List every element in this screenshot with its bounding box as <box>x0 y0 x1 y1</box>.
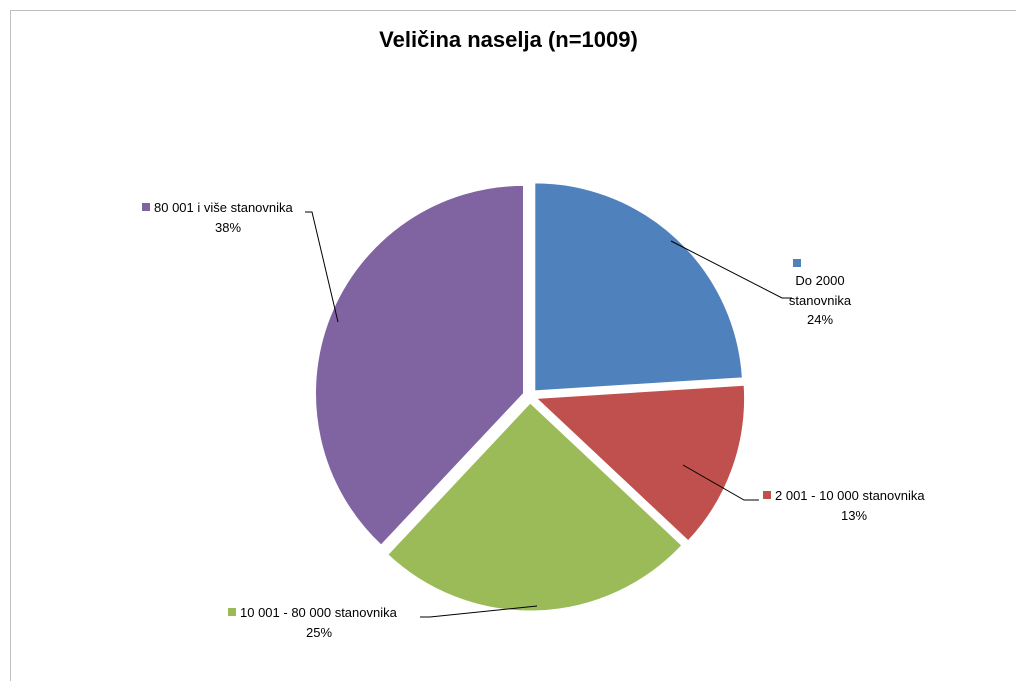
slice-category-label: 80 001 i više stanovnika <box>154 200 294 215</box>
legend-key-marker <box>142 203 150 211</box>
leader-line <box>682 464 759 501</box>
chart-title: Veličina naselja (n=1009) <box>379 27 638 52</box>
slice-percent-label: 24% <box>807 312 833 327</box>
chart-frame <box>10 10 1016 681</box>
pie-slice <box>534 182 743 392</box>
legend-key-marker <box>228 608 236 616</box>
pie-slice <box>315 184 524 546</box>
legend-key-marker <box>763 491 771 499</box>
slice-category-label: 2 001 - 10 000 stanovnika <box>775 488 925 503</box>
pie-slice <box>535 384 746 542</box>
slice-category-label: 10 001 - 80 000 stanovnika <box>240 605 398 620</box>
leader-line <box>305 211 339 323</box>
slice-percent-label: 38% <box>215 220 241 235</box>
pie-slice <box>387 402 683 612</box>
leader-line <box>420 605 538 618</box>
slice-category-label: stanovnika <box>789 293 852 308</box>
slice-percent-label: 13% <box>841 508 867 523</box>
leader-line <box>670 240 792 299</box>
slice-category-label: Do 2000 <box>795 273 844 288</box>
slice-percent-label: 25% <box>306 625 332 640</box>
legend-key-marker <box>793 259 801 267</box>
